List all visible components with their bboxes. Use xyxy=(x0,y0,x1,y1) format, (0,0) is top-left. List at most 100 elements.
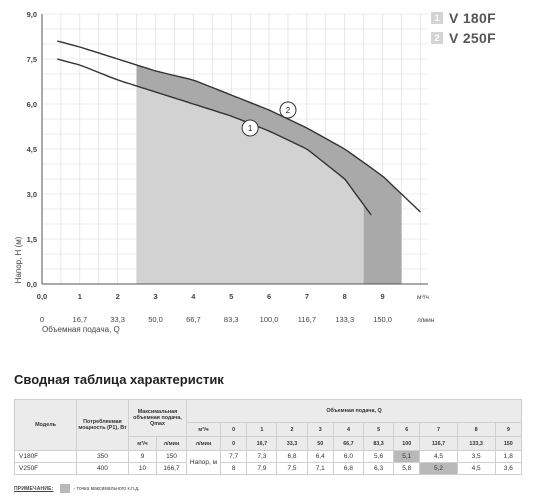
header-q-m3h: 6 xyxy=(393,422,421,437)
shaded-region xyxy=(136,65,364,284)
cell-qmax-m3h: 9 xyxy=(128,450,157,463)
cell-head-value: 8 xyxy=(219,462,248,475)
header-qmax-lmin: л/мин xyxy=(156,436,187,451)
cell-head-value: 5,1 xyxy=(393,450,421,463)
cell-model: V180F xyxy=(14,450,77,463)
cell-head-value: 5,6 xyxy=(362,450,395,463)
y-tick-label: 0,0 xyxy=(27,280,37,289)
legend-label: V 180F xyxy=(449,10,496,26)
x-tick-label-bottom: 16,7 xyxy=(73,315,88,324)
x-tick-label-bottom: 133,3 xyxy=(335,315,354,324)
tick-labels: 0,01,53,04,56,07,59,00,0 1 2 3 4 5 6 7 8 90 16,7 33… xyxy=(27,10,392,324)
header-q-m3h: 4 xyxy=(332,422,365,437)
x-unit-bottom: л/мин xyxy=(417,317,435,324)
shaded-region xyxy=(363,162,402,284)
header-q-lmin: 133,3 xyxy=(456,436,496,451)
header-q-lmin: 116,7 xyxy=(419,436,458,451)
series-line-2 xyxy=(56,40,421,213)
x-tick-label-top: 9 xyxy=(381,292,385,301)
y-tick-label: 1,5 xyxy=(27,235,37,244)
curve-band xyxy=(136,65,372,215)
header-q-lmin: 33,3 xyxy=(276,436,308,451)
x-tick-label-top: 0,0 xyxy=(37,292,47,301)
x-tick-label-bottom: 100,0 xyxy=(260,315,279,324)
cell-head-value: 5,8 xyxy=(393,462,421,475)
note-swatch xyxy=(59,484,70,493)
cell-head-value: 5,2 xyxy=(419,462,458,475)
header-q-m3h: 5 xyxy=(362,422,395,437)
legend-number: 2 xyxy=(431,32,443,44)
cell-head-value: 6,0 xyxy=(332,450,365,463)
note-label: ПРИМЕЧАНИЕ: xyxy=(14,485,54,492)
header-q-lmin: 83,3 xyxy=(362,436,395,451)
header-q-m3h: 1 xyxy=(246,422,278,437)
header-q-lmin: 16,7 xyxy=(246,436,278,451)
header-q-m3h: 0 xyxy=(219,422,248,437)
y-tick-label: 6,0 xyxy=(27,100,37,109)
y-tick-label: 3,0 xyxy=(27,190,37,199)
cell-head-value: 6,3 xyxy=(362,462,395,475)
curve-band-fill xyxy=(136,65,372,215)
cell-qmax-lmin: 166,7 xyxy=(156,462,187,475)
cell-head-value: 6,8 xyxy=(332,462,365,475)
x-tick-label-bottom: 50,0 xyxy=(148,315,163,324)
cell-qmax-lmin: 150 xyxy=(156,450,187,463)
note-text: - точка максимального к.п.д. xyxy=(73,485,140,492)
curve-label-circle xyxy=(241,119,259,137)
legend-number: 1 xyxy=(431,12,443,24)
series-lines xyxy=(56,40,421,216)
cell-power: 350 xyxy=(76,450,129,463)
header-q-lmin: 0 xyxy=(219,436,248,451)
cell-head-value: 7,7 xyxy=(219,450,248,463)
header-q-lmin: 66,7 xyxy=(332,436,365,451)
series-line-1 xyxy=(56,58,372,216)
y-tick-label: 9,0 xyxy=(27,10,37,19)
y-tick-label: 7,5 xyxy=(27,55,37,64)
header-power: Потребляемая мощность (P1), Вт xyxy=(76,399,129,451)
note: ПРИМЕЧАНИЕ: - точка максимального к.п.д. xyxy=(14,484,140,493)
summary-title: Сводная таблица характеристик xyxy=(14,372,224,387)
axes xyxy=(41,14,428,285)
header-unit-m3h: м³/ч xyxy=(186,422,221,437)
x-tick-label-top: 1 xyxy=(78,292,82,301)
pump-performance-chart: 0,01,53,04,56,07,59,00,0 1 2 3 4 5 6 7 8 90 16,7 33… xyxy=(14,10,435,334)
cell-head-value: 4,5 xyxy=(456,462,496,475)
cell-head-value: 6,8 xyxy=(276,450,308,463)
cell-power: 400 xyxy=(76,462,129,475)
legend-label: V 250F xyxy=(449,30,496,46)
shaded-regions xyxy=(136,65,402,284)
header-q-lmin: 50 xyxy=(306,436,334,451)
header-q-m3h: 3 xyxy=(306,422,334,437)
header-model: Модель xyxy=(14,399,77,451)
x-axis-label: Объемная подача, Q xyxy=(42,325,120,334)
x-tick-label-top: 3 xyxy=(153,292,157,301)
cell-head-value: 4,5 xyxy=(419,450,458,463)
x-tick-label-bottom: 83,3 xyxy=(224,315,239,324)
header-unit-lmin: л/мин xyxy=(186,436,221,451)
x-tick-label-top: 8 xyxy=(343,292,347,301)
header-qmax-m3h: м³/ч xyxy=(128,436,157,451)
x-tick-label-top: 4 xyxy=(191,292,196,301)
cell-head-value: 3,5 xyxy=(456,450,496,463)
cell-head-value: 7,3 xyxy=(246,450,278,463)
legend: 1 V 180F 2 V 250F xyxy=(431,9,496,49)
cell-head-value: 7,9 xyxy=(246,462,278,475)
x-unit-top: м³/ч xyxy=(417,294,429,301)
cell-head-value: 7,1 xyxy=(306,462,334,475)
x-tick-label-top: 6 xyxy=(267,292,271,301)
curve-labels: 12 xyxy=(241,101,297,137)
legend-item-1: 1 V 180F xyxy=(431,9,496,27)
cell-head-value: 3,6 xyxy=(494,462,523,475)
y-tick-label: 4,5 xyxy=(27,145,37,154)
cell-head-label: Напор, м xyxy=(186,450,221,475)
header-q-lmin: 150 xyxy=(494,436,523,451)
cell-head-value: 7,5 xyxy=(276,462,308,475)
y-axis-label: Напор, Н (м) xyxy=(14,236,23,283)
curve-label-text: 2 xyxy=(286,106,291,115)
x-tick-label-bottom: 116,7 xyxy=(298,315,316,324)
cell-qmax-m3h: 10 xyxy=(128,462,157,475)
x-tick-label-bottom: 0 xyxy=(40,315,44,324)
header-q-m3h: 8 xyxy=(456,422,496,437)
curve-label-circle xyxy=(279,101,297,119)
header-q-m3h: 2 xyxy=(276,422,308,437)
